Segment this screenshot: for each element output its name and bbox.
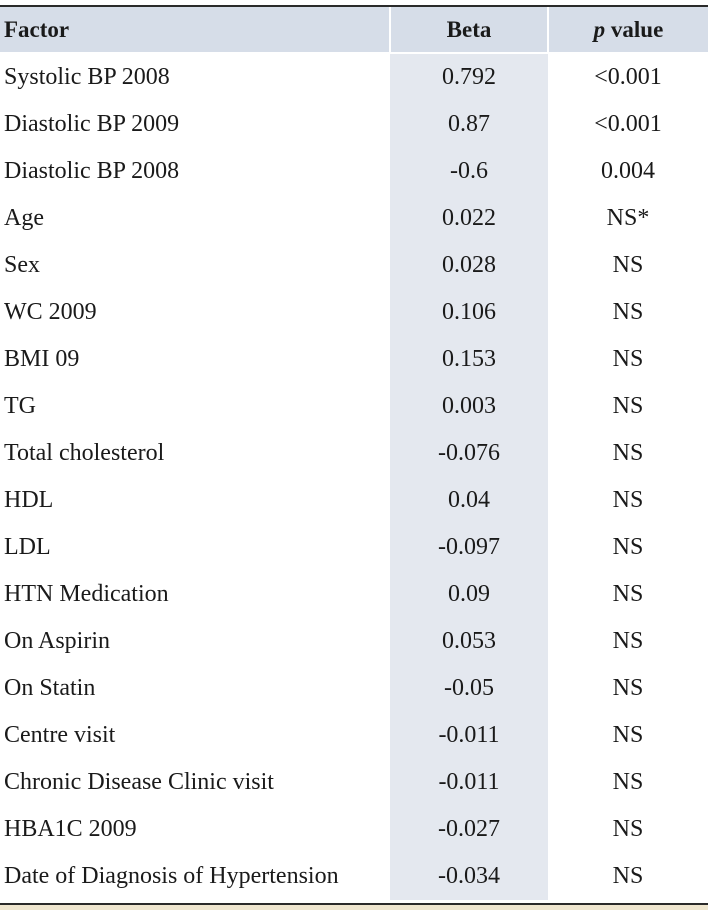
table-row: Total cholesterol -0.076 NS bbox=[0, 430, 708, 477]
factor-cell: Total cholesterol bbox=[4, 440, 165, 466]
table-top-rule bbox=[0, 5, 708, 7]
page-bottom-band bbox=[0, 905, 708, 910]
factor-cell: Chronic Disease Clinic visit bbox=[4, 769, 274, 795]
table-row: Date of Diagnosis of Hypertension -0.034 N… bbox=[0, 853, 708, 900]
table-row: LDL -0.097 NS bbox=[0, 524, 708, 571]
table-row: Chronic Disease Clinic visit -0.011 NS bbox=[0, 759, 708, 806]
beta-cell: 0.053 bbox=[390, 618, 548, 665]
beta-cell: -0.6 bbox=[390, 148, 548, 195]
beta-cell: -0.027 bbox=[390, 806, 548, 853]
factor-cell: On Statin bbox=[4, 675, 96, 701]
table-row: Age 0.022 NS* bbox=[0, 195, 708, 242]
beta-cell: 0.04 bbox=[390, 477, 548, 524]
table-row: Diastolic BP 2009 0.87 <0.001 bbox=[0, 101, 708, 148]
p-value-cell: NS bbox=[612, 487, 644, 513]
p-value-cell: <0.001 bbox=[594, 64, 662, 90]
table-row: TG 0.003 NS bbox=[0, 383, 708, 430]
p-value-cell: NS bbox=[612, 863, 644, 889]
table-row: Centre visit -0.011 NS bbox=[0, 712, 708, 759]
factor-cell: Systolic BP 2008 bbox=[4, 64, 170, 90]
beta-cell: -0.076 bbox=[390, 430, 548, 477]
beta-cell: 0.028 bbox=[390, 242, 548, 289]
p-value-cell: NS bbox=[612, 816, 644, 842]
factor-cell: WC 2009 bbox=[4, 299, 97, 325]
beta-cell: -0.097 bbox=[390, 524, 548, 571]
beta-cell: 0.153 bbox=[390, 336, 548, 383]
factor-cell: BMI 09 bbox=[4, 346, 80, 372]
table-row: Systolic BP 2008 0.792 <0.001 bbox=[0, 53, 708, 101]
p-value-cell: NS bbox=[612, 346, 644, 372]
beta-cell: 0.022 bbox=[390, 195, 548, 242]
factor-cell: Sex bbox=[4, 252, 40, 278]
table-body: Systolic BP 2008 0.792 <0.001 Diastolic BP … bbox=[0, 53, 708, 900]
beta-cell: 0.09 bbox=[390, 571, 548, 618]
table-row: BMI 09 0.153 NS bbox=[0, 336, 708, 383]
table-row: HBA1C 2009 -0.027 NS bbox=[0, 806, 708, 853]
factor-cell: HTN Medication bbox=[4, 581, 169, 607]
table-row: Sex 0.028 NS bbox=[0, 242, 708, 289]
factor-cell: HBA1C 2009 bbox=[4, 816, 137, 842]
beta-cell: 0.87 bbox=[390, 101, 548, 148]
header-row: Factor Beta p value bbox=[0, 7, 708, 54]
table-row: On Aspirin 0.053 NS bbox=[0, 618, 708, 665]
factor-cell: Age bbox=[4, 205, 44, 231]
header-p-italic: p bbox=[593, 16, 606, 42]
table-row: HTN Medication 0.09 NS bbox=[0, 571, 708, 618]
table-row: On Statin -0.05 NS bbox=[0, 665, 708, 712]
factor-cell: TG bbox=[4, 393, 36, 419]
p-value-cell: NS bbox=[612, 675, 644, 701]
p-value-cell: NS bbox=[612, 299, 644, 325]
p-value-cell: NS bbox=[612, 628, 644, 654]
regression-table: Factor Beta p value Systolic BP 2008 0.79… bbox=[0, 7, 708, 900]
header-factor: Factor bbox=[0, 7, 390, 54]
p-value-cell: NS bbox=[612, 769, 644, 795]
table-row: HDL 0.04 NS bbox=[0, 477, 708, 524]
beta-cell: 0.792 bbox=[390, 53, 548, 101]
beta-cell: -0.011 bbox=[390, 712, 548, 759]
table-header: Factor Beta p value bbox=[0, 7, 708, 54]
beta-cell: -0.011 bbox=[390, 759, 548, 806]
factor-cell: Diastolic BP 2008 bbox=[4, 158, 180, 184]
p-value-cell: NS bbox=[612, 440, 644, 466]
factor-cell: LDL bbox=[4, 534, 51, 560]
factor-cell: Diastolic BP 2009 bbox=[4, 111, 180, 137]
p-value-cell: NS bbox=[612, 722, 644, 748]
beta-cell: -0.034 bbox=[390, 853, 548, 900]
factor-cell: Centre visit bbox=[4, 722, 116, 748]
p-value-cell: NS bbox=[612, 534, 644, 560]
p-value-cell: NS bbox=[612, 581, 644, 607]
table-row: WC 2009 0.106 NS bbox=[0, 289, 708, 336]
p-value-cell: NS bbox=[612, 252, 644, 278]
beta-cell: 0.003 bbox=[390, 383, 548, 430]
beta-cell: -0.05 bbox=[390, 665, 548, 712]
p-value-cell: 0.004 bbox=[601, 158, 655, 184]
table-row: Diastolic BP 2008 -0.6 0.004 bbox=[0, 148, 708, 195]
factor-cell: HDL bbox=[4, 487, 54, 513]
p-value-cell: NS* bbox=[606, 205, 650, 231]
factor-cell: On Aspirin bbox=[4, 628, 111, 654]
header-beta: Beta bbox=[389, 7, 548, 54]
factor-cell: Date of Diagnosis of Hypertension bbox=[4, 863, 339, 889]
p-value-cell: NS bbox=[612, 393, 644, 419]
beta-cell: 0.106 bbox=[390, 289, 548, 336]
header-p-value: p value bbox=[547, 7, 708, 54]
p-value-cell: <0.001 bbox=[594, 111, 662, 137]
table-bottom-rule bbox=[0, 903, 708, 905]
header-p-rest: value bbox=[605, 16, 664, 42]
